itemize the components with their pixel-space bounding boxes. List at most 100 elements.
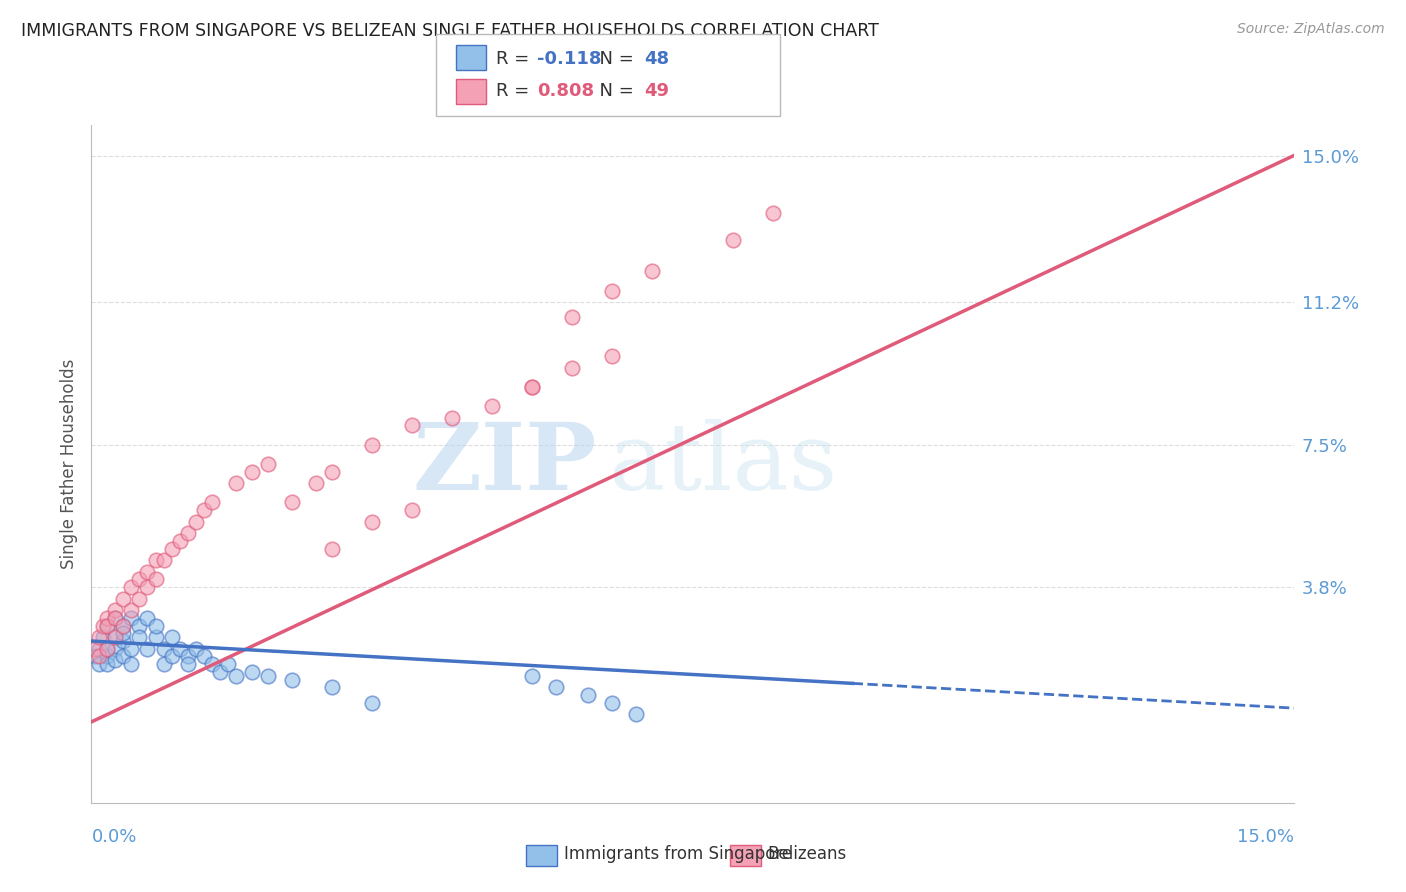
Point [128,630,150,644]
Point [121,580,143,594]
Text: Immigrants from Singapore: Immigrants from Singapore [564,845,792,863]
Text: 15.0%: 15.0% [1236,828,1294,846]
Text: 48: 48 [644,50,669,68]
Point [360,696,382,710]
Point [176,649,198,664]
Point [169,641,191,656]
Point [321,680,343,694]
Point [321,541,343,556]
Text: Source: ZipAtlas.com: Source: ZipAtlas.com [1237,22,1385,37]
Text: Belizeans: Belizeans [768,845,846,863]
Text: 0.808: 0.808 [537,82,595,100]
Point [104,611,127,625]
Point [201,657,224,672]
Text: ZIP: ZIP [412,419,596,508]
Point [184,641,207,656]
Point [561,310,583,325]
Point [96,618,118,632]
Point [522,380,544,394]
Point [96,618,118,632]
Point [96,657,118,672]
Point [104,603,127,617]
Point [104,630,127,644]
Point [104,641,127,656]
Point [89,630,111,644]
Point [576,688,599,702]
Point [401,418,423,433]
Point [96,641,118,656]
Point [641,264,664,278]
Point [136,580,159,594]
Point [112,591,135,606]
Y-axis label: Single Father Households: Single Father Households [59,359,77,569]
Point [762,206,785,220]
Point [145,553,167,567]
Point [602,696,624,710]
Point [145,618,167,632]
Point [217,657,239,672]
Point [256,457,278,471]
Point [84,649,107,664]
Point [112,634,135,648]
Point [481,399,503,413]
Point [176,657,198,672]
Point [128,591,150,606]
Point [193,503,215,517]
Point [225,476,247,491]
Point [602,349,624,363]
Text: N =: N = [588,82,640,100]
Text: N =: N = [588,50,640,68]
Point [201,495,224,509]
Point [321,465,343,479]
Point [104,611,127,625]
Point [561,360,583,375]
Point [721,234,744,248]
Point [152,657,174,672]
Point [96,641,118,656]
Point [401,503,423,517]
Point [145,573,167,587]
Point [112,618,135,632]
Point [121,657,143,672]
Point [89,641,111,656]
Point [305,476,328,491]
Point [145,630,167,644]
Text: 49: 49 [644,82,669,100]
Point [128,618,150,632]
Point [360,515,382,529]
Text: IMMIGRANTS FROM SINGAPORE VS BELIZEAN SINGLE FATHER HOUSEHOLDS CORRELATION CHART: IMMIGRANTS FROM SINGAPORE VS BELIZEAN SI… [21,22,879,40]
Point [626,707,648,722]
Point [440,410,463,425]
Point [208,665,231,679]
Point [184,515,207,529]
Point [360,437,382,451]
Point [121,603,143,617]
Point [169,533,191,548]
Point [93,630,115,644]
Point [104,653,127,667]
Point [93,618,115,632]
Point [136,611,159,625]
Point [281,673,304,687]
Point [128,573,150,587]
Point [96,649,118,664]
Text: atlas: atlas [609,419,838,508]
Point [193,649,215,664]
Point [84,641,107,656]
Point [160,649,183,664]
Point [89,657,111,672]
Point [112,618,135,632]
Point [121,611,143,625]
Point [136,641,159,656]
Text: 0.0%: 0.0% [91,828,136,846]
Point [546,680,568,694]
Text: -0.118: -0.118 [537,50,602,68]
Point [240,665,263,679]
Point [121,641,143,656]
Point [256,669,278,683]
Text: R =: R = [496,82,536,100]
Point [104,630,127,644]
Point [96,611,118,625]
Point [136,565,159,579]
Point [602,284,624,298]
